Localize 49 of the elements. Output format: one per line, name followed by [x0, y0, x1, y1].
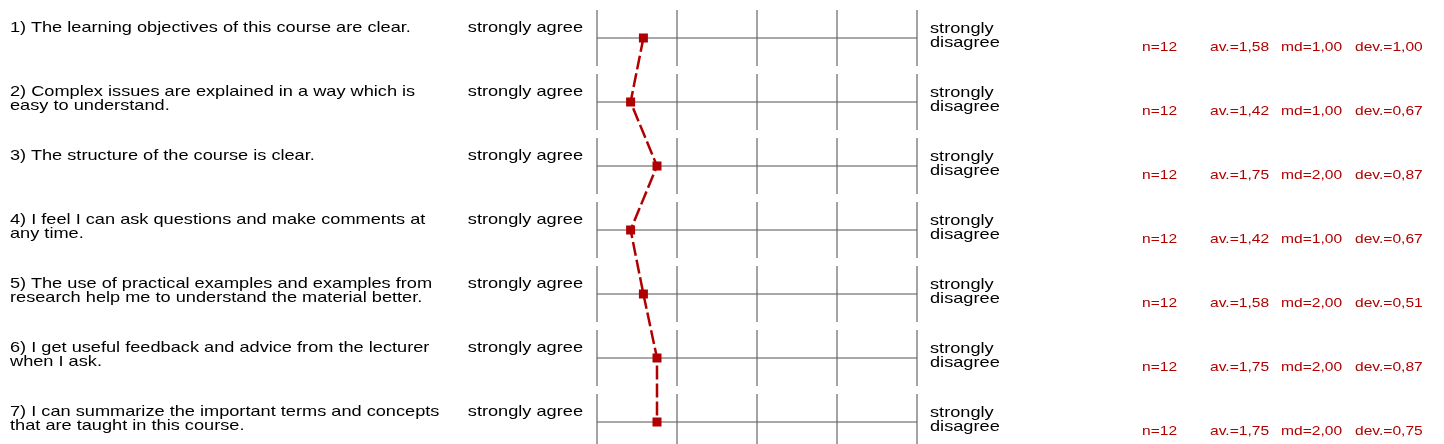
text: md=2,00 — [1281, 423, 1343, 438]
data-label: av.=1,58 — [1210, 295, 1270, 310]
text: strongly agree — [467, 339, 583, 355]
data-label: av.=1,42 — [1210, 103, 1270, 118]
y-tick-label: 7) I can summarize the important terms and concepts that are taught in this course. — [10, 403, 440, 433]
text: strongly agree — [467, 83, 583, 99]
text: dev.=0,87 — [1355, 167, 1424, 182]
data-label: av.=1,42 — [1210, 231, 1270, 246]
y-tick-label: 5) The use of practical examples and examples from research help me to understand the material better. — [10, 275, 433, 305]
text: dev.=0,75 — [1355, 423, 1424, 438]
text: dev.=0,67 — [1355, 231, 1424, 246]
text: dev.=0,51 — [1355, 295, 1424, 310]
text: n=12 — [1142, 39, 1178, 54]
text: strongly disagree — [930, 212, 1000, 242]
text: strongly agree — [467, 275, 583, 291]
text: n=12 — [1142, 295, 1178, 310]
text: strongly agree — [467, 147, 583, 163]
data-label: av.=1,75 — [1210, 423, 1270, 438]
data-label: av.=1,75 — [1210, 359, 1270, 374]
text: md=2,00 — [1281, 167, 1343, 182]
y-tick-label: 6) I get useful feedback and advice from the lecturer when I ask. — [8, 339, 431, 369]
text: strongly disagree — [930, 276, 1000, 306]
y-tick-label: 4) I feel I can ask questions and make comments at any time. — [10, 211, 426, 241]
text: strongly disagree — [930, 84, 1000, 114]
text: strongly agree — [467, 403, 583, 419]
data-label: av.=1,58 — [1210, 39, 1270, 54]
text: md=2,00 — [1281, 295, 1343, 310]
data-label: av.=1,75 — [1210, 167, 1270, 182]
text: md=1,00 — [1281, 231, 1343, 246]
y-tick-label: 3) The structure of the course is clear. — [10, 147, 315, 163]
text: n=12 — [1142, 359, 1178, 374]
text: strongly disagree — [930, 404, 1000, 434]
text: dev.=0,87 — [1355, 359, 1424, 374]
text: n=12 — [1142, 231, 1178, 246]
text: strongly disagree — [930, 148, 1000, 178]
y-tick-label: 1) The learning objectives of this course are clear. — [10, 19, 411, 35]
y-tick-label: 2) Complex issues are explained in a way which is easy to understand. — [10, 83, 416, 113]
text: strongly disagree — [930, 340, 1000, 370]
text: md=1,00 — [1281, 39, 1343, 54]
text: dev.=1,00 — [1355, 39, 1424, 54]
text: strongly agree — [467, 211, 583, 227]
text: dev.=0,67 — [1355, 103, 1424, 118]
text: strongly agree — [467, 19, 583, 35]
text: strongly disagree — [930, 20, 1000, 50]
text: n=12 — [1142, 167, 1178, 182]
text: md=2,00 — [1281, 359, 1343, 374]
text: n=12 — [1142, 423, 1178, 438]
text: n=12 — [1142, 103, 1178, 118]
text: md=1,00 — [1281, 103, 1343, 118]
